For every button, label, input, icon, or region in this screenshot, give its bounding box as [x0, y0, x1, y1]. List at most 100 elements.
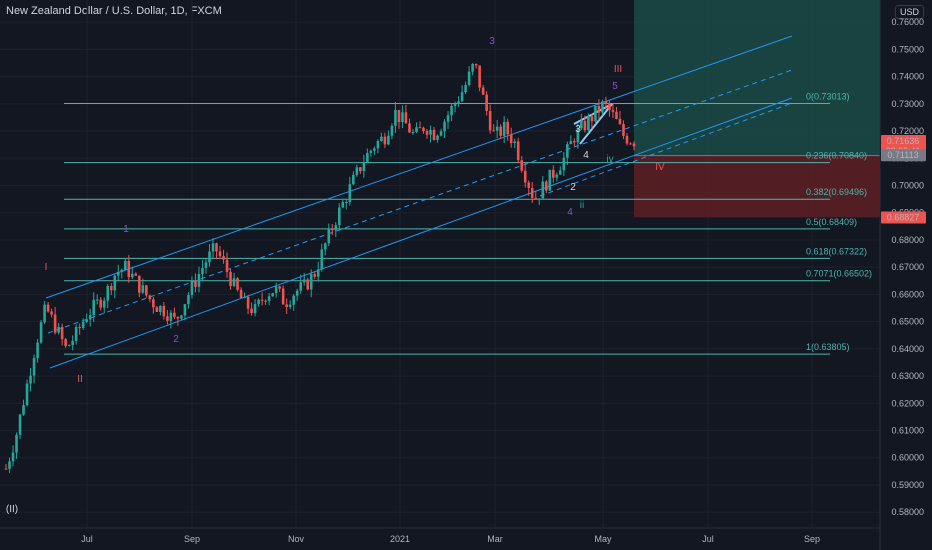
candle-body [499, 126, 502, 136]
candle-body [222, 256, 225, 260]
time-tick-label: May [594, 534, 612, 544]
candle-body [127, 260, 131, 278]
candle-body [215, 243, 218, 252]
candle-body [288, 304, 292, 307]
candle-body [464, 84, 467, 93]
wave-label: 5 [612, 81, 618, 92]
channel-upper [45, 35, 793, 299]
candle-body [580, 121, 583, 129]
candle-body [313, 274, 317, 277]
candle-body [8, 461, 11, 469]
candle-body [611, 110, 615, 112]
candle-body [544, 181, 548, 191]
candle-body [471, 63, 474, 72]
time-axis[interactable]: Jul Sep Nov 2021 Mar May Jul Sep [0, 527, 880, 544]
candle-body [401, 112, 404, 123]
candle-body [425, 131, 429, 135]
wedge-sketch [573, 103, 613, 145]
candle-body [352, 174, 355, 185]
fib-level-label: 0(0.73013) [806, 91, 850, 101]
candle-body [295, 290, 299, 296]
time-tick-label: Jul [81, 534, 93, 544]
candle-body [397, 109, 401, 123]
currency-button[interactable]: USD [894, 5, 924, 19]
candle-body [552, 169, 555, 178]
candle-body [176, 316, 180, 319]
wave-label: 3 [575, 124, 581, 135]
fib-level-label: 0.236(0.70840) [806, 151, 867, 161]
candle-body [408, 123, 411, 133]
candle-body [520, 160, 524, 171]
price-tick-label: 0.64000 [891, 344, 924, 354]
candle-body [632, 143, 636, 147]
candle-body [506, 121, 509, 135]
candle-body [453, 103, 457, 106]
candle-body [576, 128, 580, 143]
time-tick-label: Jul [702, 534, 714, 544]
candle-body [243, 296, 246, 298]
candle-body [159, 305, 162, 312]
candle-body [225, 259, 229, 272]
wave-label: 2 [570, 182, 576, 193]
candle-body [116, 271, 120, 276]
candle-body [604, 101, 608, 104]
candle-body [106, 286, 110, 301]
candle-body [516, 141, 520, 161]
candle-body [95, 299, 99, 301]
candle-body [141, 285, 145, 293]
candle-body [264, 300, 267, 302]
candle-body [559, 170, 562, 175]
candle-body [250, 308, 253, 314]
wave-label: 3 [489, 36, 495, 47]
candle-body [239, 289, 243, 298]
fib-level-label: 0.618(0.67322) [806, 246, 867, 256]
candle-body [260, 299, 264, 301]
candle-body [502, 121, 506, 136]
candle-body [22, 405, 25, 415]
candle-body [246, 296, 250, 309]
trend-channel [45, 35, 793, 369]
candle-body [208, 251, 211, 263]
candle-body [204, 262, 208, 268]
candle-body [415, 127, 418, 133]
price-tick-label: 0.59000 [891, 480, 924, 490]
candle-body [11, 452, 15, 462]
price-tick-label: 0.68000 [891, 235, 924, 245]
candle-body [523, 170, 527, 183]
candle-body [316, 269, 320, 277]
candle-body [436, 135, 439, 140]
fib-level-label: 0.382(0.69496) [806, 187, 867, 197]
candle-body [629, 143, 632, 145]
candle-body [594, 105, 597, 122]
candle-body [88, 315, 92, 320]
wave-label: 4 [567, 207, 573, 218]
price-tick-label: 0.61000 [891, 426, 924, 436]
candle-body [481, 87, 485, 95]
candle-body [429, 129, 432, 135]
candle-body [492, 130, 495, 132]
candle-body [43, 304, 46, 323]
candle-body [152, 299, 155, 308]
price-tick-label: 0.63000 [891, 371, 924, 381]
candle-body [443, 121, 446, 132]
candle-body [74, 327, 78, 341]
price-axis[interactable]: 0.760000.750000.740000.730000.720000.710… [879, 0, 924, 550]
candle-body [274, 286, 278, 294]
candle-body [411, 132, 415, 134]
candle-body [271, 293, 274, 297]
take-profit-zone [634, 0, 880, 156]
candle-body [566, 144, 569, 158]
candle-body [60, 326, 64, 340]
candle-body [446, 115, 450, 122]
candle-body [173, 312, 176, 317]
candle-body [320, 249, 324, 270]
time-tick-label: Sep [804, 534, 820, 544]
candle-body [190, 280, 194, 296]
candle-body [348, 184, 352, 202]
candle-body [362, 162, 366, 172]
candle-body [380, 136, 383, 142]
candle-body [131, 273, 134, 278]
candle-body [236, 278, 239, 290]
